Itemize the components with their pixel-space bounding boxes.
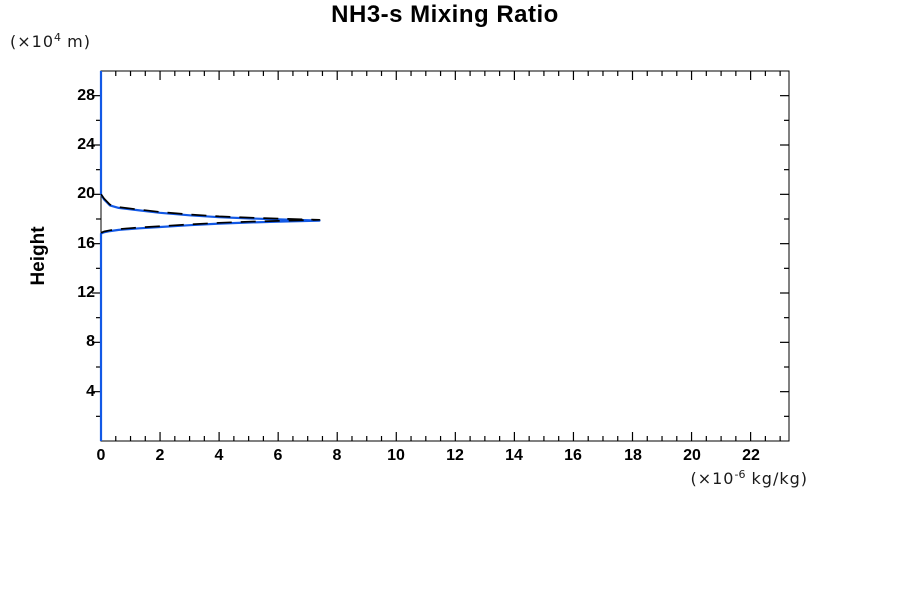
x-tick-label: 22: [742, 447, 760, 464]
x-tick-label: 4: [214, 447, 224, 464]
y-tick-label: 20: [77, 185, 95, 202]
y-unit-superscript: 4: [54, 31, 62, 44]
x-tick-label: 14: [505, 447, 523, 464]
profile-line-solid: [99, 71, 321, 441]
profile-line-dashed: [100, 193, 321, 234]
y-tick-label: 24: [77, 136, 95, 153]
y-axis-unit-label: (×104 m): [10, 31, 91, 51]
x-tick-label: 18: [624, 447, 642, 464]
x-tick-label: 20: [683, 447, 701, 464]
x-unit-superscript: -6: [734, 468, 746, 481]
x-tick-label: 6: [273, 447, 283, 464]
x-unit-pre: (×10: [690, 469, 735, 488]
y-unit-pre: (×10: [10, 32, 55, 51]
chart-title: NH3-s Mixing Ratio: [331, 1, 559, 28]
y-tick-label: 28: [77, 87, 95, 104]
y-unit-post: m): [61, 32, 91, 51]
x-tick-label: 8: [332, 447, 342, 464]
x-tick-label: 0: [96, 447, 106, 464]
x-tick-label: 16: [564, 447, 582, 464]
y-tick-label: 16: [77, 235, 95, 252]
y-tick-label: 4: [86, 383, 95, 400]
x-tick-label: 2: [155, 447, 165, 464]
x-unit-post: kg/kg): [745, 469, 808, 488]
x-axis-unit-label: (×10-6 kg/kg): [505, 468, 808, 488]
x-tick-label: 12: [446, 447, 464, 464]
plot-frame: [100, 70, 790, 442]
y-tick-label: 8: [86, 333, 95, 350]
x-tick-label: 10: [387, 447, 405, 464]
y-tick-label: 12: [77, 284, 95, 301]
